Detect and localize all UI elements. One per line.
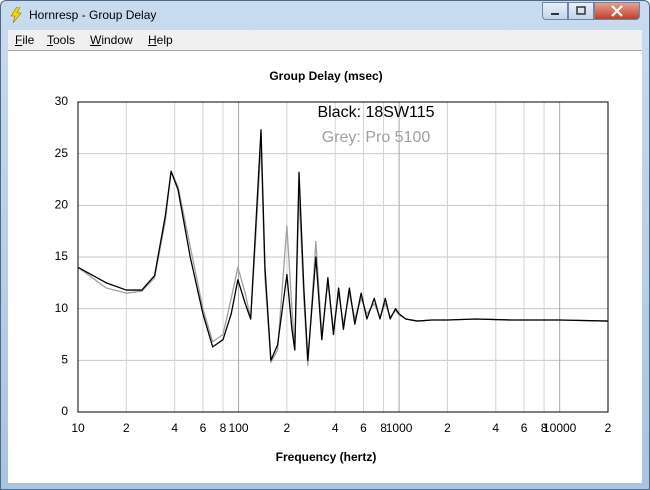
y-tick-label: 25 (55, 146, 69, 160)
app-icon (10, 7, 22, 23)
legend-label: Grey: Pro 5100 (322, 129, 431, 146)
x-tick-label: 1000 (386, 421, 413, 435)
menu-item[interactable]: Tools (47, 33, 76, 47)
y-tick-label: 20 (55, 198, 69, 212)
series-line (77, 129, 609, 361)
chart: Group Delay (msec) Frequency (hertz) 0 5 1… (55, 69, 612, 464)
title-bar: Hornresp - Group Delay (1, 1, 649, 29)
x-tick-label: 4 (171, 421, 178, 435)
x-tick-label: 4 (492, 421, 499, 435)
y-tick-label: 10 (55, 301, 69, 315)
minimize-button[interactable] (542, 2, 568, 20)
x-tick-label: 100 (229, 421, 249, 435)
x-tick-label: 8 (380, 421, 387, 435)
menu-item[interactable]: Help (148, 33, 173, 47)
x-tick-label: 8 (541, 421, 548, 435)
maximize-button[interactable] (568, 2, 594, 20)
x-tick-label: 6 (521, 421, 528, 435)
x-tick-label: 8 (220, 421, 227, 435)
chart-title: Group Delay (msec) (269, 69, 382, 83)
x-tick-label: 2 (444, 421, 451, 435)
x-tick-label: 2 (605, 421, 612, 435)
x-axis-label: Frequency (hertz) (276, 450, 377, 464)
plot-border (77, 101, 609, 413)
menu-item[interactable]: File (15, 33, 35, 47)
x-tick-label: 6 (360, 421, 367, 435)
x-tick-label: 2 (284, 421, 291, 435)
x-tick-label: 6 (200, 421, 207, 435)
x-tick-label: 2 (123, 421, 130, 435)
menu-bar: File Tools Window Help (8, 30, 642, 50)
y-tick-label: 0 (61, 404, 68, 418)
window-title: Hornresp - Group Delay (29, 8, 157, 22)
x-tick-label: 4 (332, 421, 339, 435)
x-tick-label: 10 (71, 421, 85, 435)
legend-label: Black: 18SW115 (317, 104, 434, 121)
close-button[interactable] (594, 2, 640, 20)
y-tick-label: 5 (61, 353, 68, 367)
y-tick-label: 15 (55, 249, 69, 263)
menu-item[interactable]: Window (90, 33, 133, 47)
y-tick-label: 30 (55, 94, 69, 108)
x-tick-label: 10000 (543, 421, 577, 435)
client-area: Group Delay (msec) Frequency (hertz) 0 5 1… (8, 50, 642, 483)
